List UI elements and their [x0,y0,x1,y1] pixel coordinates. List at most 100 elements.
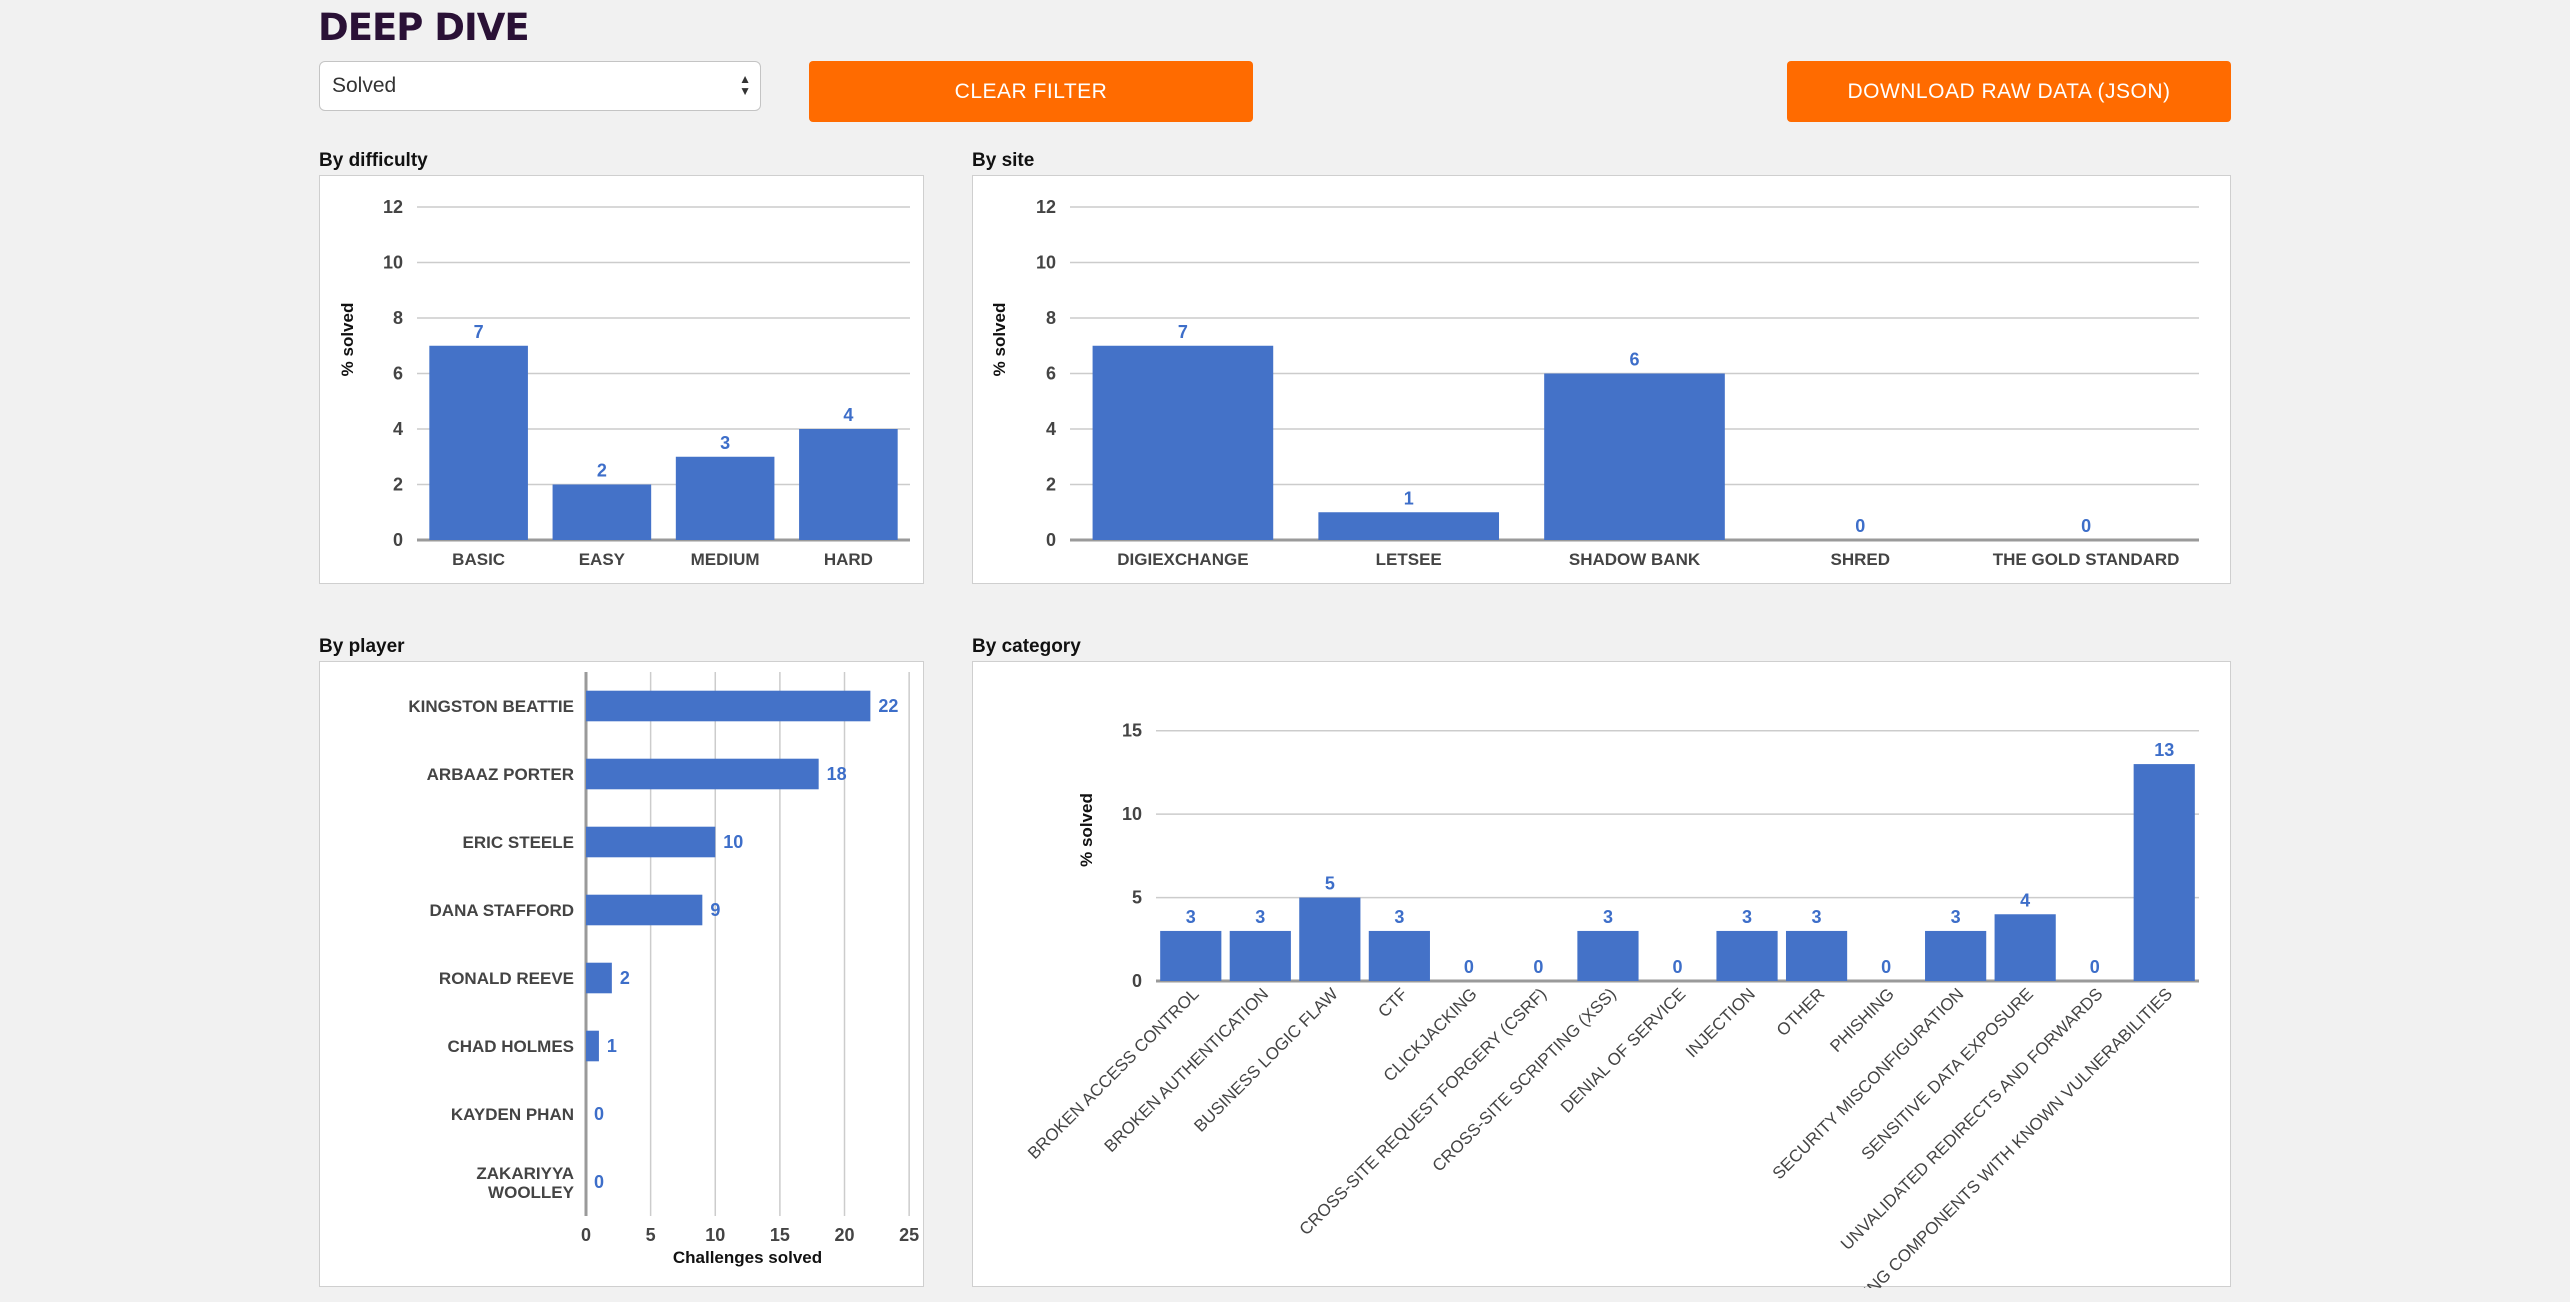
data-label: 6 [1629,350,1639,370]
data-label: 9 [710,900,720,920]
y-tick-label: 0 [1132,971,1142,991]
bar [1577,930,1639,981]
x-tick-label: CROSS-SITE REQUEST FORGERY (CSRF) [1296,984,1551,1239]
x-tick-label: LETSEE [1376,550,1442,569]
x-tick-label: PHISHING [1826,984,1898,1056]
y-tick-label: DANA STAFFORD [430,901,574,920]
y-tick-label: 15 [1122,721,1142,741]
y-tick-label: 4 [1046,419,1056,439]
bar [552,484,652,540]
x-tick-label: 5 [646,1225,656,1245]
x-tick-label: MEDIUM [691,550,760,569]
data-label: 2 [597,461,607,481]
x-tick-label: 10 [705,1225,725,1245]
filter-select[interactable]: Solved ▲ ▼ [319,61,761,111]
y-tick-label: WOOLLEY [488,1183,575,1202]
bar [1318,512,1500,540]
data-label: 3 [1255,907,1265,927]
data-label: 7 [1178,322,1188,342]
y-tick-label: 5 [1132,888,1142,908]
data-label: 0 [1672,957,1682,977]
data-label: 3 [720,433,730,453]
bar [586,1030,599,1062]
data-label: 3 [1742,907,1752,927]
x-tick-label: BUSINESS LOGIC FLAW [1190,984,1341,1135]
y-tick-label: 8 [1046,308,1056,328]
bar [1925,930,1987,981]
page-title: DEEP DIVE [318,6,530,49]
bar [586,826,716,858]
x-tick-label: 25 [899,1225,919,1245]
data-label: 0 [1881,957,1891,977]
x-tick-label: INJECTION [1682,984,1759,1061]
y-tick-label: 6 [1046,364,1056,384]
download-raw-data-button[interactable]: DOWNLOAD RAW DATA (JSON) [1787,61,2231,122]
bar [1092,345,1274,540]
bar [1229,930,1291,981]
y-axis-label: % solved [338,303,357,377]
data-label: 0 [594,1172,604,1192]
data-label: 0 [1855,516,1865,536]
y-tick-label: KINGSTON BEATTIE [408,697,574,716]
x-tick-label: 15 [770,1225,790,1245]
y-tick-label: 8 [393,308,403,328]
difficulty-chart-panel: 0 2 4 6 8 10 12 % solved 7 BASIC 2 EASY 3 MEDIUM 4 HARD [319,175,924,584]
data-label: 1 [1404,488,1414,508]
difficulty-chart: 0 2 4 6 8 10 12 % solved 7 BASIC 2 EASY 3 MEDIUM 4 HARD [338,197,910,569]
data-label: 5 [1325,874,1335,894]
difficulty-chart-title: By difficulty [319,150,428,171]
x-tick-label: DIGIEXCHANGE [1117,550,1248,569]
data-label: 7 [474,322,484,342]
y-tick-label: 12 [1036,197,1056,217]
data-label: 10 [723,832,743,852]
data-label: 3 [1186,907,1196,927]
bar [586,758,819,790]
data-label: 0 [2081,516,2091,536]
data-label: 3 [1812,907,1822,927]
data-label: 1 [607,1036,617,1056]
y-tick-label: 6 [393,364,403,384]
x-tick-label: DENIAL OF SERVICE [1557,984,1689,1116]
y-tick-label: 10 [1122,804,1142,824]
data-label: 4 [843,405,853,425]
x-tick-label: SHRED [1831,550,1891,569]
site-chart-title: By site [972,150,1035,171]
bar [1994,914,2056,981]
data-label: 0 [594,1104,604,1124]
select-arrows-icon: ▲ ▼ [739,72,751,98]
clear-filter-button[interactable]: CLEAR FILTER [809,61,1253,122]
bar [799,429,898,540]
y-tick-label: 12 [383,197,403,217]
site-chart: 0 2 4 6 8 10 12 % solved 7 DIGIEXCHANGE 1 LETSEE 6 SH… [990,197,2199,569]
player-chart-title: By player [319,636,405,657]
bar [429,345,528,540]
x-tick-label: SHADOW BANK [1569,550,1701,569]
y-tick-label: ZAKARIYYA [476,1164,574,1183]
data-label: 3 [1603,907,1613,927]
y-tick-label: 0 [1046,530,1056,550]
data-label: 0 [1464,957,1474,977]
x-tick-label: HARD [824,550,873,569]
bar [675,456,775,540]
y-tick-label: 10 [383,253,403,273]
x-tick-label: CTF [1374,984,1411,1021]
category-chart-title: By category [972,636,1081,657]
x-tick-label: OTHER [1773,984,1829,1040]
data-label: 13 [2154,740,2174,760]
bar [586,690,871,722]
bar [1785,930,1848,981]
player-chart-panel: 0 5 10 15 20 25 Challenges solved 22 KINGSTON BE… [319,661,924,1287]
bar [1368,930,1430,981]
data-label: 0 [2090,957,2100,977]
y-tick-label: CHAD HOLMES [447,1037,574,1056]
data-label: 3 [1394,907,1404,927]
data-label: 22 [878,696,898,716]
y-tick-label: 4 [393,419,403,439]
x-tick-label: 20 [835,1225,855,1245]
y-tick-label: 0 [393,530,403,550]
y-tick-label: RONALD REEVE [439,969,574,988]
x-tick-label: THE GOLD STANDARD [1993,550,2180,569]
bar [1299,897,1361,981]
